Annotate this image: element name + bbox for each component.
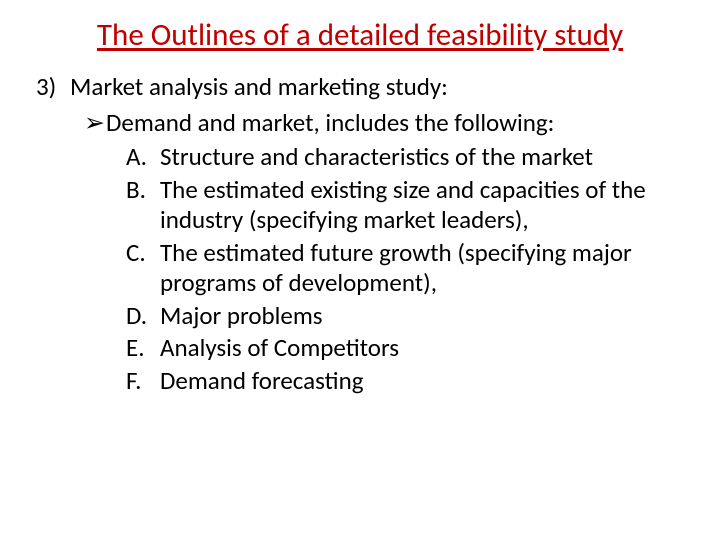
- list-item: F. Demand forecasting: [126, 366, 690, 397]
- list-item: B. The estimated existing size and capac…: [126, 175, 690, 236]
- section-number: 3): [36, 72, 70, 102]
- item-letter: F.: [126, 366, 160, 397]
- arrow-bullet-icon: ➢: [84, 108, 106, 139]
- item-text: The estimated existing size and capaciti…: [160, 175, 690, 236]
- item-text: Structure and characteristics of the mar…: [160, 142, 690, 173]
- slide-title: The Outlines of a detailed feasibility s…: [30, 18, 690, 54]
- slide: The Outlines of a detailed feasibility s…: [0, 0, 720, 540]
- item-text: Analysis of Competitors: [160, 333, 690, 364]
- list-item: E. Analysis of Competitors: [126, 333, 690, 364]
- item-letter: C.: [126, 238, 160, 299]
- sub-row: ➢ Demand and market, includes the follow…: [84, 108, 690, 139]
- item-letter: A.: [126, 142, 160, 173]
- item-text: Major problems: [160, 301, 690, 332]
- item-text: The estimated future growth (specifying …: [160, 238, 690, 299]
- section-text: Market analysis and marketing study:: [70, 72, 448, 102]
- list-item: D. Major problems: [126, 301, 690, 332]
- section-row: 3) Market analysis and marketing study:: [36, 72, 690, 102]
- item-text: Demand forecasting: [160, 366, 690, 397]
- item-letter: B.: [126, 175, 160, 236]
- item-letter: E.: [126, 333, 160, 364]
- sub-text: Demand and market, includes the followin…: [106, 108, 554, 139]
- list-item: C. The estimated future growth (specifyi…: [126, 238, 690, 299]
- item-letter: D.: [126, 301, 160, 332]
- list-item: A. Structure and characteristics of the …: [126, 142, 690, 173]
